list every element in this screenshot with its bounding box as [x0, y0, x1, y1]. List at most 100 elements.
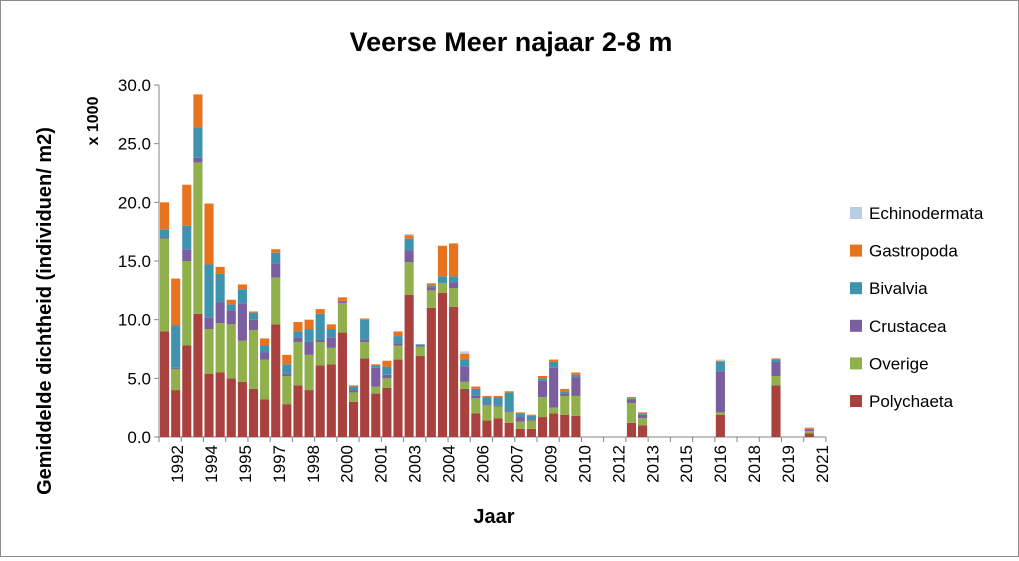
bar-segment-crustacea [315, 339, 325, 342]
bar-segment-crustacea [237, 303, 247, 341]
bar-segment-overige [504, 412, 514, 423]
bar-segment-gastropoda [348, 385, 359, 387]
bar-segment-bivalvia [304, 329, 314, 342]
bar-segment-bivalvia [171, 325, 181, 368]
bar-segment-gastropoda [771, 358, 781, 360]
bar-segment-overige [160, 238, 170, 332]
bar-segment-gastropoda [226, 299, 236, 305]
bar-segment-gastropoda [393, 331, 403, 337]
bar-segment-crustacea [482, 404, 492, 406]
bar-segment-bivalvia [715, 361, 725, 372]
bar-segment-overige [182, 261, 192, 346]
y-axis-title: Gemiddelde dichtheid (individuen/ m2) [34, 127, 56, 495]
bar-segment-polychaeta [260, 399, 270, 437]
bar-segment-crustacea [160, 237, 170, 239]
bar-segment-bivalvia [515, 413, 525, 418]
bar-segment-gastropoda [304, 319, 314, 330]
bar-segment-crustacea [282, 373, 292, 376]
bar-segment-crustacea [638, 414, 648, 419]
legend-swatch [850, 244, 862, 257]
bar-segment-overige [515, 421, 525, 429]
bar-segment-overige [315, 341, 325, 366]
bar-segment-overige [304, 354, 314, 391]
bar-segment-crustacea [771, 361, 781, 376]
bar-segment-crustacea [193, 157, 203, 163]
bar-segment-polychaeta [160, 331, 170, 437]
bar-segment-overige [560, 395, 570, 415]
bar-segment-bivalvia [626, 398, 637, 400]
legend-label: Bivalvia [869, 279, 928, 298]
bar-segment-bivalvia [237, 289, 247, 304]
bar-segment-echinodermata [404, 234, 414, 236]
bar-segment-echinodermata [460, 351, 470, 354]
bar-segment-polychaeta [271, 324, 281, 437]
bar-segment-polychaeta [226, 378, 236, 437]
bar-segment-bivalvia [348, 386, 359, 391]
bar-segment-polychaeta [193, 313, 203, 437]
bar-segment-gastropoda [571, 372, 581, 375]
bar-segment-polychaeta [549, 413, 559, 437]
bar-segment-overige [360, 341, 370, 359]
bar-segment-bivalvia [260, 345, 270, 353]
y-multiplier-label: x 1000 [85, 96, 102, 145]
bar-segment-overige [293, 341, 303, 386]
bar-segment-polychaeta [204, 373, 214, 437]
legend-item-polychaeta: Polychaeta [850, 392, 954, 411]
bar-segment-polychaeta [348, 401, 359, 437]
bar-segment-polychaeta [449, 306, 459, 437]
bar-segment-bivalvia [571, 374, 581, 378]
bar-segment-gastropoda [504, 391, 514, 393]
bar-segment-bivalvia [271, 252, 281, 264]
bar-segment-polychaeta [304, 390, 314, 437]
bar-segment-gastropoda [248, 311, 259, 313]
legend-item-gastropoda: Gastropoda [850, 242, 958, 261]
x-tick-label: 2007 [508, 445, 527, 483]
bar-segment-crustacea [449, 282, 459, 288]
bar-segment-crustacea [426, 287, 436, 291]
bar-segment-crustacea [504, 411, 514, 413]
bar-segment-overige [715, 412, 725, 415]
bar-segment-bivalvia [460, 359, 470, 367]
bar-segment-gastropoda [371, 364, 381, 366]
bar-segment-gastropoda [560, 388, 570, 392]
bar-segment-overige [215, 323, 225, 373]
bar-segment-polychaeta [571, 415, 581, 437]
bar-segment-overige [493, 406, 503, 419]
bar-segment-polychaeta [248, 388, 259, 437]
bar-segment-polychaeta [326, 364, 336, 437]
bar-segment-polychaeta [404, 295, 414, 437]
bar-segment-polychaeta [804, 433, 814, 437]
bar-segment-bivalvia [638, 413, 648, 415]
bar-segment-overige [171, 368, 181, 391]
bar-segment-bivalvia [226, 304, 236, 311]
bar-segment-overige [571, 395, 581, 416]
bar-segment-crustacea [271, 263, 281, 278]
bar-segment-echinodermata [715, 359, 725, 361]
bar-segment-gastropoda [460, 353, 470, 360]
bar-segment-crustacea [382, 374, 392, 379]
y-tick-label: 30.0 [118, 76, 151, 95]
bar-segment-bivalvia [293, 331, 303, 338]
bar-segment-crustacea [493, 405, 503, 407]
bar-segment-overige [248, 330, 259, 389]
bar-segment-crustacea [415, 345, 425, 347]
x-tick-label: 1998 [304, 445, 323, 483]
x-tick-label: 2004 [440, 445, 459, 483]
legend-label: Overige [869, 354, 929, 373]
bar-segment-bivalvia [371, 365, 381, 368]
chart-title: Veerse Meer najaar 2-8 m [350, 27, 673, 57]
bar-segment-crustacea [804, 429, 814, 432]
bar-segment-gastropoda [482, 395, 492, 398]
bar-segment-crustacea [226, 310, 236, 325]
bar-segment-polychaeta [504, 422, 514, 437]
bar-segment-gastropoda [260, 338, 270, 346]
bar-segment-overige [193, 162, 203, 314]
bar-segment-bivalvia [215, 273, 225, 303]
bar-segment-polychaeta [215, 372, 225, 437]
bar-segment-polychaeta [171, 390, 181, 437]
bar-segment-polychaeta [715, 414, 725, 437]
x-tick-label: 1995 [236, 445, 255, 483]
bar-segment-overige [449, 287, 459, 307]
bar-segment-overige [271, 277, 281, 325]
x-tick-label: 1994 [202, 445, 221, 483]
